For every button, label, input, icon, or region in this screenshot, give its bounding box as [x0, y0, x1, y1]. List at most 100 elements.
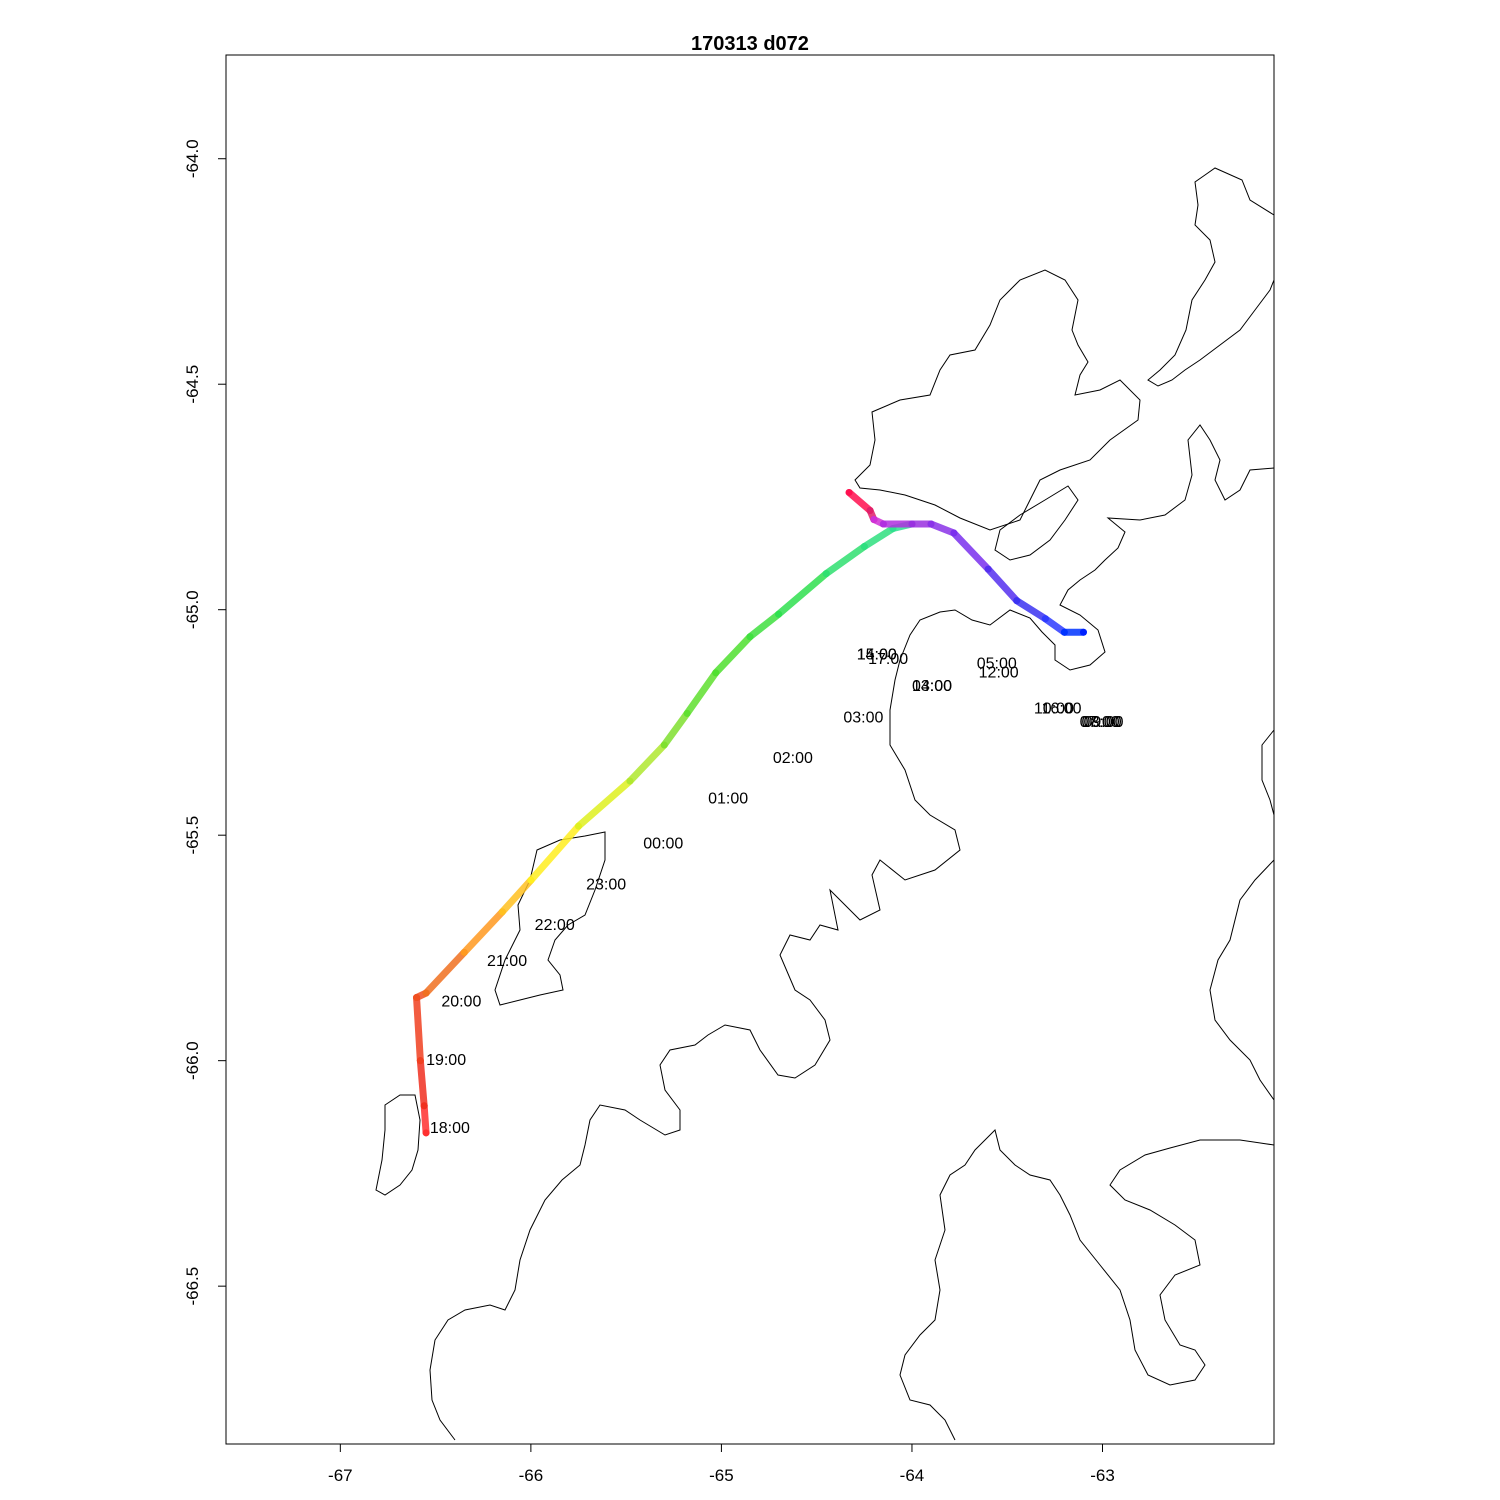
track-return-point: [950, 529, 958, 537]
time-label: 00:00: [643, 836, 683, 853]
track-return-point: [1079, 628, 1087, 636]
track-outbound-point: [420, 1102, 428, 1110]
map-title: 170313 d072: [691, 33, 809, 55]
track-outbound-point: [422, 1129, 430, 1137]
track-outbound-segment: [413, 994, 424, 1065]
coastline-small-island: [994, 485, 1079, 561]
x-tick-label: -67: [328, 1466, 353, 1485]
track-outbound-segment: [416, 1057, 428, 1110]
track-outbound-segment: [460, 908, 506, 956]
track-return-point: [845, 488, 853, 496]
time-label: 02:00: [773, 750, 813, 767]
x-axis: -67 -66 -65 -64 -63: [328, 1444, 1115, 1485]
coastline-far-west-island: [375, 1094, 421, 1196]
x-tick-label: -65: [709, 1466, 734, 1485]
track-return-point: [984, 565, 992, 573]
time-label-layer: 18:00 19:00 20:00 21:00 22:00 23:00 00:00 01:00…: [426, 646, 1124, 1137]
time-label: 05:00: [977, 655, 1017, 672]
track-return-point: [870, 516, 878, 524]
time-label: 22:00: [535, 917, 575, 934]
track-outbound-point: [575, 822, 583, 830]
track-outbound-point: [413, 994, 421, 1002]
track-layer: [413, 488, 1087, 1137]
x-tick-label: -66: [519, 1466, 544, 1485]
time-label: 15:00: [857, 646, 897, 663]
y-tick-label: -66.5: [183, 1267, 202, 1306]
time-label: 18:00: [430, 1120, 470, 1137]
track-return-point: [1013, 597, 1021, 605]
time-label: 03:00: [843, 709, 883, 726]
time-label: 09:00: [1083, 714, 1123, 731]
track-outbound-segment: [683, 669, 720, 717]
track-outbound-segment: [712, 633, 754, 677]
track-return-point: [908, 520, 916, 528]
time-label: 20:00: [441, 994, 481, 1011]
track-outbound-segment: [775, 570, 830, 618]
x-tick-label: -63: [1090, 1466, 1115, 1485]
time-label: 04:00: [912, 678, 952, 695]
track-return-segment: [927, 520, 958, 537]
time-label: 17:00: [868, 651, 908, 668]
track-return-point: [866, 506, 874, 514]
coastline-west-island: [494, 831, 606, 1006]
track-outbound-segment: [422, 948, 468, 997]
track-return-segment: [845, 488, 874, 514]
time-label: 07:00: [1080, 714, 1120, 731]
y-tick-label: -64.5: [183, 365, 202, 404]
track-return-segment: [1041, 615, 1068, 636]
coastline-northeast: [1147, 167, 1275, 387]
track-outbound-segment: [527, 822, 583, 884]
track-outbound-segment: [626, 741, 668, 785]
coastline-east-lower: [1209, 859, 1275, 1101]
y-axis: -64.0 -64.5 -65.0 -65.5 -66.0 -66.5: [183, 139, 226, 1306]
coastline-east-edge: [1261, 729, 1275, 816]
coastline-east-middle: [429, 424, 1275, 1441]
track-return-point: [879, 520, 887, 528]
time-label: 23:00: [586, 876, 626, 893]
track-return-point: [1060, 628, 1068, 636]
track-outbound-point: [422, 989, 430, 997]
track-outbound-segment: [575, 777, 634, 830]
track-outbound-segment: [660, 709, 691, 749]
y-tick-label: -64.0: [183, 139, 202, 178]
track-outbound-point: [683, 709, 691, 717]
track-outbound-point: [626, 777, 634, 785]
track-outbound-segment: [420, 1102, 430, 1137]
track-outbound-point: [498, 908, 506, 916]
track-outbound-point: [712, 669, 720, 677]
y-tick-label: -66.0: [183, 1041, 202, 1080]
time-label: 12:00: [979, 664, 1019, 681]
track-outbound-segment: [860, 525, 897, 551]
track-return-segment: [1013, 597, 1049, 623]
track-outbound-point: [660, 741, 668, 749]
time-label: 21:00: [487, 953, 527, 970]
track-outbound-point: [460, 948, 468, 956]
time-label: 16:00: [1042, 700, 1082, 717]
track-outbound-segment: [746, 610, 783, 641]
plot-frame: [225, 54, 1275, 1445]
time-label: 14:00: [857, 646, 897, 663]
coastline-southeast: [899, 1129, 1275, 1441]
track-outbound-point: [746, 633, 754, 641]
time-label: 08:00: [1082, 714, 1122, 731]
y-tick-label: -65.0: [183, 590, 202, 629]
track-return-segment: [950, 529, 992, 573]
track-outbound-point: [416, 1057, 424, 1065]
x-tick-label: -64: [900, 1466, 925, 1485]
time-label: 13:00: [912, 678, 952, 695]
time-label: 10:00: [1034, 700, 1074, 717]
time-label: 19:00: [426, 1052, 466, 1069]
track-outbound-segment: [498, 876, 535, 916]
time-label: 01:00: [708, 791, 748, 808]
track-outbound-segment: [822, 543, 868, 578]
track-outbound-point: [822, 570, 830, 578]
track-outbound-point: [775, 610, 783, 618]
track-return-segment: [984, 565, 1021, 605]
coastline-north-central: [854, 269, 1141, 531]
track-outbound-point: [860, 543, 868, 551]
track-outbound-point: [527, 876, 535, 884]
track-return-point: [1041, 615, 1049, 623]
coastline-layer: [375, 167, 1275, 1441]
track-return-point: [927, 520, 935, 528]
